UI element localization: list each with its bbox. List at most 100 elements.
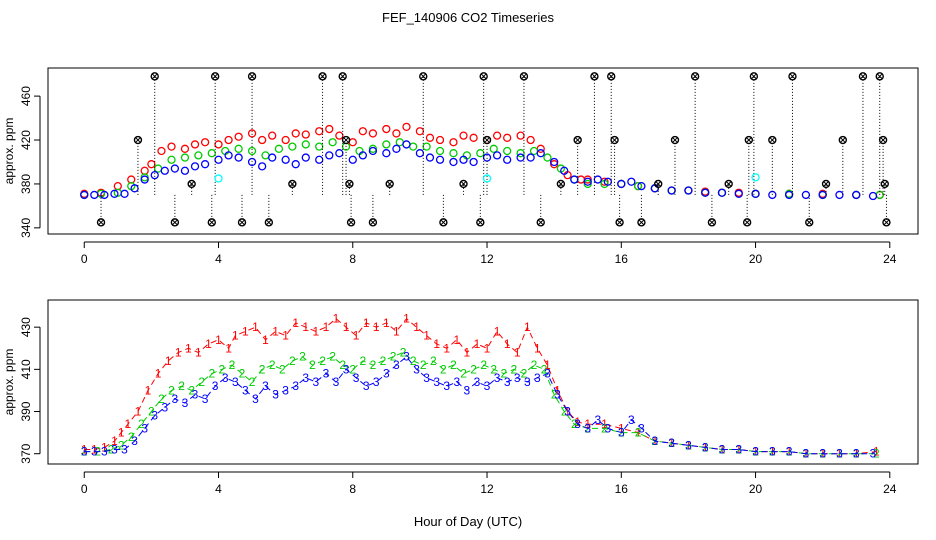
- data-point: [593, 175, 602, 184]
- data-point: 1: [685, 438, 692, 452]
- data-point: [150, 171, 159, 180]
- data-point: [301, 130, 310, 139]
- data-point: 3: [594, 413, 601, 427]
- data-point: [402, 140, 411, 149]
- data-point: 2: [480, 358, 487, 372]
- data-point-cross: [460, 181, 467, 187]
- data-point: 2: [208, 367, 215, 381]
- data-point: 2: [500, 367, 507, 381]
- data-point: [435, 135, 445, 145]
- data-point-cross: [521, 73, 527, 80]
- data-point: 3: [652, 434, 659, 448]
- data-point: [516, 153, 525, 162]
- plot-frame: [47, 67, 919, 235]
- data-point: [274, 144, 284, 153]
- data-point: [288, 179, 297, 189]
- x-tick-label: 16: [615, 252, 629, 266]
- x-tick-label: 8: [349, 482, 356, 496]
- data-point: 1: [101, 440, 108, 454]
- data-point: [167, 142, 176, 151]
- data-point: 3: [433, 375, 440, 389]
- series-line: [84, 355, 873, 455]
- data-point: 2: [349, 362, 356, 376]
- data-point: [200, 160, 210, 169]
- y-tick-label: 460: [19, 86, 33, 106]
- data-point: [328, 138, 337, 147]
- data-point: 2: [269, 358, 276, 372]
- y-axis-label: approx. ppm: [2, 349, 16, 416]
- data-point: [459, 179, 468, 189]
- data-point: [234, 153, 243, 162]
- data-point: 3: [131, 434, 138, 448]
- data-point: [368, 129, 378, 138]
- data-point-cross: [212, 73, 218, 80]
- data-point: [492, 131, 502, 140]
- data-point: 1: [504, 337, 511, 351]
- data-point: [157, 146, 166, 156]
- data-point: [257, 135, 267, 145]
- data-point-cross: [135, 137, 141, 143]
- data-point: 1: [302, 320, 309, 334]
- data-point: [291, 129, 300, 138]
- data-point: [409, 142, 418, 151]
- x-tick-label: 12: [480, 252, 494, 266]
- data-point-cross: [266, 219, 272, 226]
- data-point: 2: [685, 438, 692, 452]
- data-point: 2: [239, 367, 246, 381]
- data-point: [133, 135, 143, 145]
- data-point: 1: [433, 337, 440, 351]
- data-point: 3: [668, 436, 675, 450]
- data-point-cross: [249, 73, 255, 80]
- data-point-cross: [692, 73, 698, 80]
- y-tick-label: 430: [19, 317, 33, 337]
- data-point-cross: [172, 219, 178, 226]
- data-point-cross: [370, 219, 376, 226]
- data-point: [724, 179, 733, 189]
- data-point: 3: [333, 375, 340, 389]
- data-point: 3: [101, 445, 108, 459]
- data-point-cross: [823, 181, 829, 187]
- data-point: [214, 155, 223, 164]
- data-point-cross: [744, 219, 750, 226]
- data-point: 3: [524, 375, 531, 389]
- data-point-cross: [709, 219, 715, 226]
- data-point: [516, 131, 525, 140]
- data-point: 3: [111, 442, 118, 456]
- data-point: 3: [383, 367, 390, 381]
- data-point: 2: [339, 358, 346, 372]
- data-point: [261, 151, 270, 160]
- data-point: 3: [853, 447, 860, 461]
- data-point-cross: [725, 181, 732, 187]
- data-point: 2: [299, 350, 306, 364]
- data-point: 1: [195, 345, 202, 359]
- data-point: [382, 140, 391, 149]
- data-point: [247, 72, 257, 81]
- data-point: 1: [618, 421, 625, 435]
- data-point: [435, 155, 445, 164]
- data-point: [90, 190, 99, 200]
- data-point: [140, 175, 149, 184]
- data-point-cross: [480, 73, 487, 80]
- data-point-cross: [806, 219, 813, 226]
- data-point: [627, 177, 636, 186]
- data-point-cross: [860, 73, 866, 80]
- data-point: [247, 146, 257, 156]
- chart-title: FEF_140906 CO2 Timeseries: [382, 10, 554, 25]
- data-point: 1: [464, 345, 471, 359]
- data-point: 1: [873, 445, 880, 459]
- data-point-cross: [558, 181, 564, 187]
- data-point: 2: [430, 354, 437, 368]
- data-point: 3: [353, 371, 360, 385]
- x-tick-label: 20: [749, 252, 763, 266]
- data-point-cross: [591, 73, 598, 80]
- data-point: 2: [188, 383, 195, 397]
- data-point: [301, 140, 310, 149]
- data-point: [338, 72, 347, 81]
- data-point: 1: [534, 341, 541, 355]
- data-point-cross: [151, 73, 158, 80]
- data-point: 3: [393, 358, 400, 372]
- data-point: 1: [393, 324, 400, 338]
- data-point: 3: [272, 388, 279, 402]
- data-point-cross: [876, 73, 883, 80]
- data-point: 3: [803, 447, 810, 461]
